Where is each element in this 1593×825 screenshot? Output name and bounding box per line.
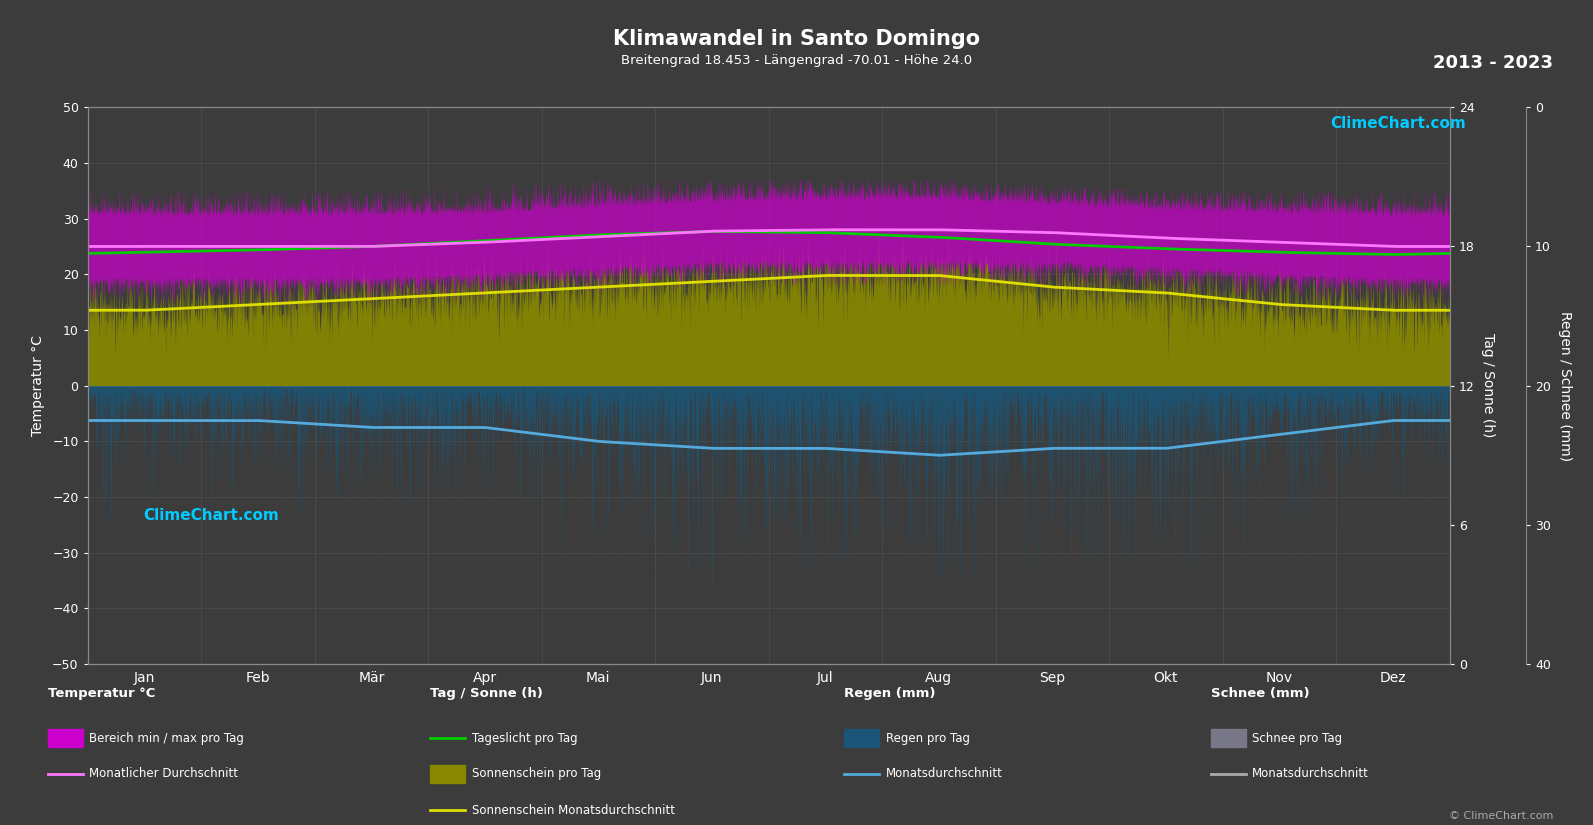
Text: Regen (mm): Regen (mm): [844, 687, 935, 700]
Text: ClimeChart.com: ClimeChart.com: [143, 507, 279, 523]
Text: Sonnenschein Monatsdurchschnitt: Sonnenschein Monatsdurchschnitt: [472, 804, 674, 817]
Text: Sonnenschein pro Tag: Sonnenschein pro Tag: [472, 767, 601, 780]
Text: Schnee (mm): Schnee (mm): [1211, 687, 1309, 700]
Text: Schnee pro Tag: Schnee pro Tag: [1252, 732, 1343, 745]
Text: ClimeChart.com: ClimeChart.com: [1330, 116, 1466, 131]
Text: Temperatur °C: Temperatur °C: [48, 687, 155, 700]
Text: Regen pro Tag: Regen pro Tag: [886, 732, 970, 745]
Text: © ClimeChart.com: © ClimeChart.com: [1448, 811, 1553, 821]
Text: Tageslicht pro Tag: Tageslicht pro Tag: [472, 732, 577, 745]
Text: Monatsdurchschnitt: Monatsdurchschnitt: [886, 767, 1002, 780]
Y-axis label: Tag / Sonne (h): Tag / Sonne (h): [1481, 333, 1496, 438]
Text: 2013 - 2023: 2013 - 2023: [1434, 54, 1553, 72]
Text: Bereich min / max pro Tag: Bereich min / max pro Tag: [89, 732, 244, 745]
Text: Monatsdurchschnitt: Monatsdurchschnitt: [1252, 767, 1368, 780]
Text: Breitengrad 18.453 - Längengrad -70.01 - Höhe 24.0: Breitengrad 18.453 - Längengrad -70.01 -…: [621, 54, 972, 67]
Y-axis label: Regen / Schnee (mm): Regen / Schnee (mm): [1558, 311, 1572, 460]
Text: Tag / Sonne (h): Tag / Sonne (h): [430, 687, 543, 700]
Y-axis label: Temperatur °C: Temperatur °C: [32, 335, 45, 436]
Text: Monatlicher Durchschnitt: Monatlicher Durchschnitt: [89, 767, 239, 780]
Text: Klimawandel in Santo Domingo: Klimawandel in Santo Domingo: [613, 29, 980, 49]
